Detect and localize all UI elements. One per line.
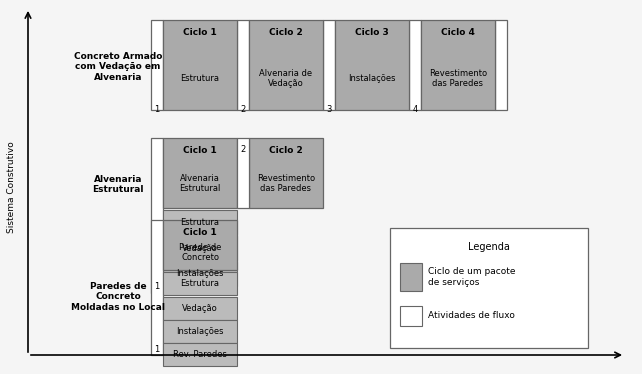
Bar: [163, 220, 237, 270]
Bar: [323, 20, 335, 110]
Bar: [421, 20, 495, 110]
Bar: [335, 20, 409, 110]
Text: Revestimento
das Paredes: Revestimento das Paredes: [257, 174, 315, 193]
Text: Legenda: Legenda: [468, 242, 510, 252]
Bar: [163, 138, 237, 208]
Bar: [151, 20, 163, 110]
Text: 2: 2: [240, 105, 246, 114]
Bar: [163, 272, 237, 295]
Bar: [163, 236, 237, 260]
Text: Revestimento
das Paredes: Revestimento das Paredes: [429, 69, 487, 88]
Text: Vedação: Vedação: [182, 304, 218, 313]
Text: Estrutura: Estrutura: [180, 279, 220, 288]
Bar: [163, 210, 237, 234]
Text: Vedação: Vedação: [182, 243, 218, 252]
Text: Atividades de fluxo: Atividades de fluxo: [428, 312, 515, 321]
Text: Concreto Armado
com Vedação em
Alvenaria: Concreto Armado com Vedação em Alvenaria: [74, 52, 162, 82]
Bar: [400, 306, 422, 326]
Bar: [163, 297, 237, 320]
Text: 3: 3: [326, 105, 332, 114]
Text: Ciclo de um pacote
de serviços: Ciclo de um pacote de serviços: [428, 267, 516, 287]
Bar: [400, 263, 422, 291]
Text: 2: 2: [240, 145, 246, 154]
Text: Parede de
Concreto: Parede de Concreto: [179, 243, 221, 262]
Text: Alvenaria
Estrutural: Alvenaria Estrutural: [179, 174, 221, 193]
Text: Ciclo 1: Ciclo 1: [183, 146, 217, 155]
Text: Rev. Paredes: Rev. Paredes: [173, 350, 227, 359]
Text: 4: 4: [412, 105, 418, 114]
Bar: [163, 320, 237, 343]
Text: Paredes de
Concreto
Moldadas no Local: Paredes de Concreto Moldadas no Local: [71, 282, 165, 312]
Bar: [163, 20, 237, 110]
Bar: [237, 20, 249, 110]
Bar: [249, 138, 323, 208]
Bar: [163, 343, 237, 366]
Bar: [249, 20, 323, 110]
Bar: [151, 138, 163, 293]
Text: Ciclo 4: Ciclo 4: [441, 28, 475, 37]
Bar: [163, 262, 237, 286]
Text: Estrutura: Estrutura: [180, 74, 220, 83]
Bar: [390, 228, 588, 348]
Text: Alvenaria
Estrutural: Alvenaria Estrutural: [92, 175, 144, 194]
Bar: [495, 20, 507, 110]
Bar: [409, 20, 421, 110]
Text: 1: 1: [154, 105, 160, 114]
Text: Alvenaria de
Vedação: Alvenaria de Vedação: [259, 69, 313, 88]
Bar: [151, 220, 163, 355]
Text: 1: 1: [154, 345, 160, 354]
Text: Ciclo 3: Ciclo 3: [355, 28, 389, 37]
Text: Ciclo 2: Ciclo 2: [269, 28, 303, 37]
Text: 1: 1: [154, 282, 160, 291]
Bar: [237, 138, 249, 208]
Text: Instalações: Instalações: [177, 270, 224, 279]
Text: Ciclo 2: Ciclo 2: [269, 146, 303, 155]
Text: Instalações: Instalações: [177, 327, 224, 336]
Text: Ciclo 1: Ciclo 1: [183, 28, 217, 37]
Text: Instalações: Instalações: [348, 74, 395, 83]
Text: Estrutura: Estrutura: [180, 218, 220, 227]
Text: Sistema Construtivo: Sistema Construtivo: [8, 141, 17, 233]
Text: Ciclo 1: Ciclo 1: [183, 228, 217, 237]
